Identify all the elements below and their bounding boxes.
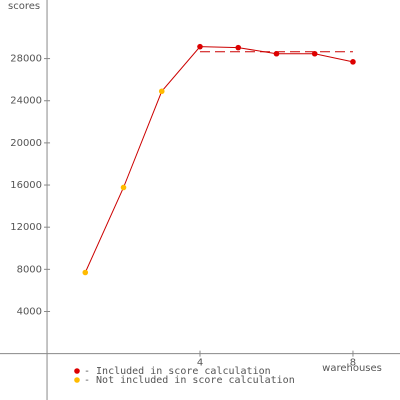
y-tick-label: 16000	[10, 180, 42, 191]
y-tick-label: 20000	[10, 138, 42, 149]
x-tick-label: 4	[197, 358, 203, 369]
point	[235, 44, 242, 51]
y-tick-label: 24000	[10, 96, 42, 107]
point	[158, 88, 165, 95]
point	[311, 50, 318, 57]
score-line	[84, 46, 354, 273]
x-tick-label: 8	[350, 358, 356, 369]
y-axis-label: scores	[8, 1, 40, 12]
legend-label: - Included in score calculation	[84, 366, 271, 377]
y-tick-label: 12000	[10, 222, 42, 233]
point	[350, 59, 356, 65]
y-tick-label: 8000	[17, 264, 42, 275]
legend-label: - Not included in score calculation	[84, 375, 295, 386]
point	[273, 50, 280, 57]
legend-marker	[74, 368, 80, 374]
point	[197, 43, 203, 50]
point	[82, 269, 89, 276]
x-axis-label: warehouses	[322, 363, 382, 374]
point	[120, 184, 127, 191]
y-tick-label: 4000	[17, 306, 42, 317]
y-tick-label: 28000	[10, 54, 42, 65]
legend-marker	[74, 377, 80, 383]
